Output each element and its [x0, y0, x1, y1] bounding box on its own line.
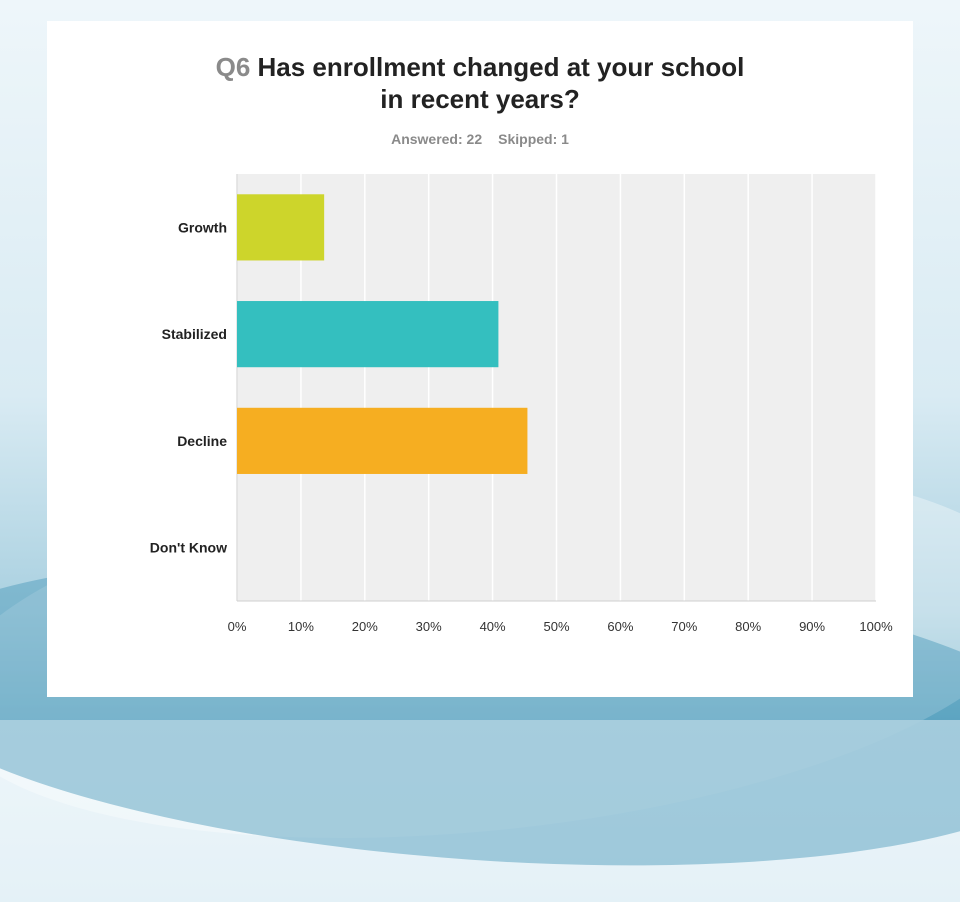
x-tick-label: 0% [228, 619, 247, 634]
category-label: Don't Know [150, 540, 227, 556]
title-line-1: Q6 Has enrollment changed at your school [47, 51, 913, 83]
category-label: Stabilized [162, 326, 227, 342]
category-label: Growth [178, 219, 227, 235]
bar-decline [237, 407, 528, 474]
bar-growth [237, 194, 325, 261]
answered-count: Answered: 22 [391, 131, 483, 147]
x-tick-label: 30% [416, 619, 442, 634]
x-tick-label: 10% [288, 619, 314, 634]
chart-title: Q6 Has enrollment changed at your school… [47, 51, 913, 115]
x-tick-label: 40% [480, 619, 506, 634]
title-text-1: Has enrollment changed at your school [257, 52, 745, 82]
question-number: Q6 [215, 52, 251, 82]
bar-stabilized [237, 301, 499, 368]
slide-panel: Q6 Has enrollment changed at your school… [47, 21, 913, 697]
x-tick-label: 20% [352, 619, 378, 634]
x-tick-label: 100% [859, 619, 893, 634]
x-tick-label: 70% [671, 619, 697, 634]
x-tick-label: 60% [607, 619, 633, 634]
category-label: Decline [177, 433, 227, 449]
response-stats: Answered: 22 Skipped: 1 [47, 131, 913, 147]
x-tick-label: 90% [799, 619, 825, 634]
x-tick-label: 50% [543, 619, 569, 634]
title-line-2: in recent years? [380, 84, 580, 114]
x-tick-label: 80% [735, 619, 761, 634]
bar-chart: 0% 10% 20% 30% 40% 50% 60% 70% 80% 90% 100% Growth S… [150, 174, 893, 634]
skipped-count: Skipped: 1 [498, 131, 569, 147]
